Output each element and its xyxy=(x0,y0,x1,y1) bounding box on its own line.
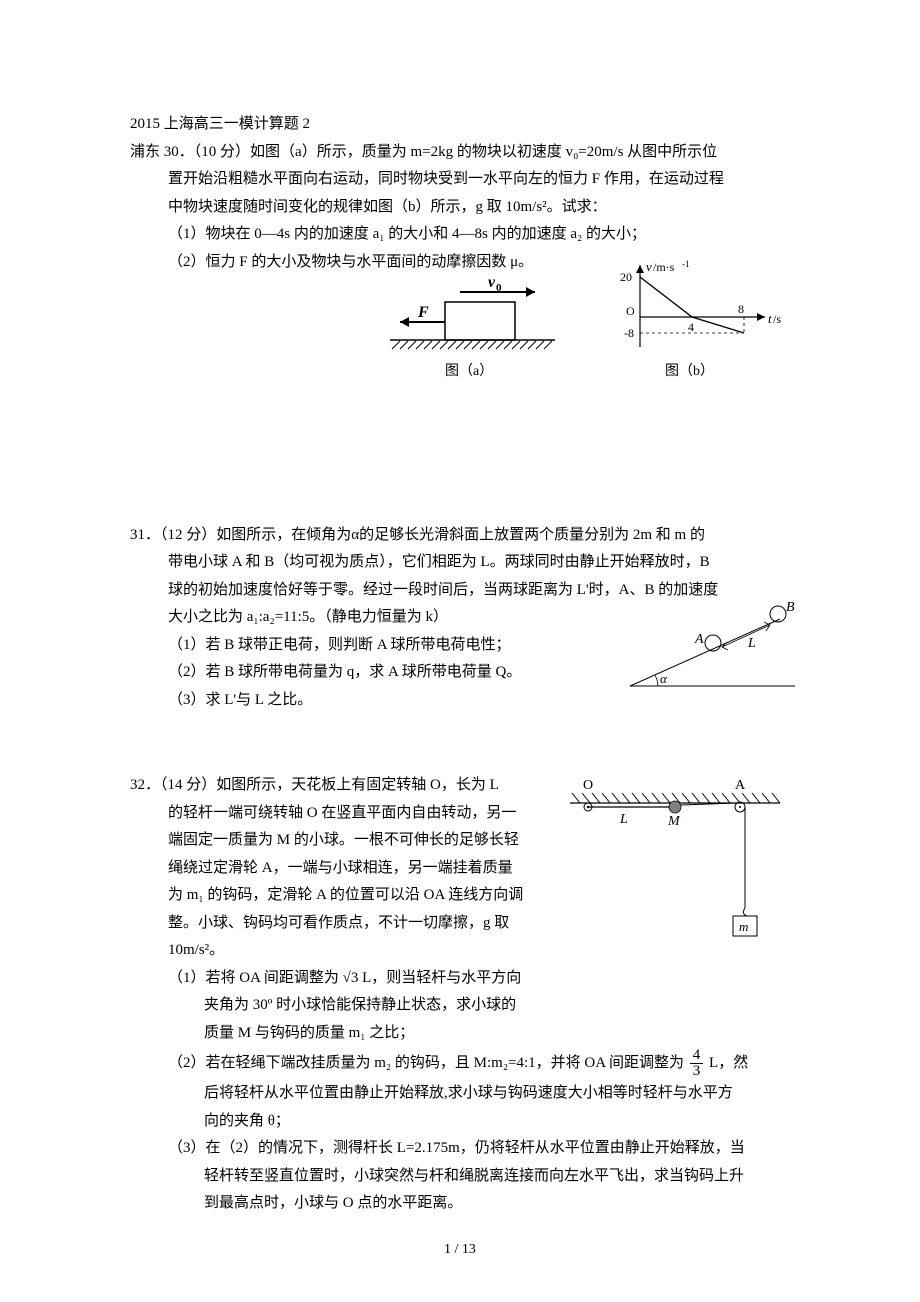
svg-text:-8: -8 xyxy=(624,326,634,340)
q30-sub1: （1）物块在 0—4s 内的加速度 a₁ 的大小和 4—8s 内的加速度 a₂ … xyxy=(168,222,790,248)
q32-sub3-2: 到最高点时，小球与 O 点的水平距离。 xyxy=(204,1191,790,1217)
svg-text:8: 8 xyxy=(738,302,744,316)
q30-body-2: 中物块速度随时间变化的规律如图（b）所示，g 取 10m/s²。试求： xyxy=(168,195,790,221)
q30-body-0: 如图（a）所示，质量为 m=2kg 的物块以初速度 v₀=20m/s 从图中所示… xyxy=(250,144,717,160)
q32-body-0: 如图所示，天花板上有固定转轴 O，长为 L xyxy=(216,777,499,793)
fig-a-group: v 0 F xyxy=(390,274,555,379)
svg-text:α: α xyxy=(660,671,668,686)
svg-text:L: L xyxy=(619,812,628,827)
q32-points: （14 分） xyxy=(160,777,216,793)
fig-a-caption: 图（a） xyxy=(445,363,493,379)
q32-sub2-pre: （2）若在轻绳下端改挂质量为 m₂ 的钩码，且 M:m₂=4:1，并将 OA 间… xyxy=(168,1055,688,1071)
q30-body-1: 置开始沿粗糙水平面向右运动，同时物块受到一水平向左的恒力 F 作用，在运动过程 xyxy=(168,167,790,193)
q31-body-0: 如图所示，在倾角为α的足够长光滑斜面上放置两个质量分别为 2m 和 m 的 xyxy=(216,527,705,543)
q32-body-6: 10m/s²。 xyxy=(168,938,548,964)
q32-sub3-1: 轻杆转至竖直位置时，小球突然与杆和绳脱离连接而向左水平飞出，求当钩码上升 xyxy=(204,1164,790,1190)
q30-line1: 浦东 30．（10 分）如图（a）所示，质量为 m=2kg 的物块以初速度 v₀… xyxy=(130,140,790,166)
svg-text:4: 4 xyxy=(688,320,694,334)
q31-line1: 31．（12 分）如图所示，在倾角为α的足够长光滑斜面上放置两个质量分别为 2m… xyxy=(130,523,790,549)
q32-sub1-2: 质量 M 与钩码的质量 m₁ 之比； xyxy=(204,1021,548,1047)
svg-text:A: A xyxy=(735,778,746,793)
svg-text:A: A xyxy=(694,632,704,647)
q32-prefix: 32． xyxy=(130,777,160,793)
svg-text:20: 20 xyxy=(620,270,632,284)
svg-text:/s: /s xyxy=(773,312,781,326)
svg-text:v: v xyxy=(646,259,652,274)
q30-svg: v 0 F xyxy=(370,257,790,417)
svg-text:0: 0 xyxy=(496,282,502,294)
q32-figure: O L M A m xyxy=(560,773,790,953)
q30-points: （10 分） xyxy=(194,144,250,160)
q32-sub1-1: 夹角为 30º 时小球恰能保持静止状态，求小球的 xyxy=(204,993,548,1019)
svg-text:t: t xyxy=(768,311,772,326)
q32-line1: 32．（14 分）如图所示，天花板上有固定转轴 O，长为 L xyxy=(130,773,548,799)
q32-sub1-0: （1）若将 OA 间距调整为 √3 L，则当轻杆与水平方向 xyxy=(168,966,548,992)
page-number: 1 / 13 xyxy=(0,1238,920,1262)
q32-sub2-tail-1: 向的夹角 θ； xyxy=(204,1109,790,1135)
q31-figure: α A B L xyxy=(620,601,800,701)
q30-figures: v 0 F xyxy=(130,257,790,427)
q32-body-5: 整。小球、钩码均可看作质点，不计一切摩擦，g 取 xyxy=(168,911,548,937)
q31-prefix: 31． xyxy=(130,527,160,543)
frac-4-3: 43 xyxy=(690,1048,704,1079)
q31-body-1: 带电小球 A 和 B（均可视为质点），它们相距为 L。两球同时由静止开始释放时，… xyxy=(168,550,790,576)
svg-text:L: L xyxy=(747,636,756,651)
svg-text:F: F xyxy=(417,304,429,321)
svg-text:B: B xyxy=(786,601,795,615)
q32-body-4: 为 m₁ 的钩码，定滑轮 A 的位置可以沿 OA 连线方向调 xyxy=(168,883,548,909)
svg-text:O: O xyxy=(583,778,593,793)
q30-prefix: 浦东 30． xyxy=(130,144,194,160)
q32-top: 32．（14 分）如图所示，天花板上有固定转轴 O，长为 L 的轻杆一端可绕转轴… xyxy=(130,773,790,1048)
q32-sub3-0: （3）在（2）的情况下，测得杆长 L=2.175m，仍将轻杆从水平位置由静止开始… xyxy=(168,1136,790,1162)
fig-b-group: v /m·s -1 20 O -8 4 8 t /s 图（b） xyxy=(620,259,781,379)
q31-points: （12 分） xyxy=(160,527,216,543)
q32-body-1: 的轻杆一端可绕转轴 O 在竖直平面内自由转动，另一 xyxy=(168,801,548,827)
svg-text:O: O xyxy=(626,304,635,318)
fig-b-caption: 图（b） xyxy=(665,363,714,379)
svg-text:v: v xyxy=(488,274,496,291)
q32-body-3: 绳绕过定滑轮 A，一端与小球相连，另一端挂着质量 xyxy=(168,856,548,882)
page: 2015 上海高三一模计算题 2 浦东 30．（10 分）如图（a）所示，质量为… xyxy=(0,0,920,1302)
q31-body-2: 球的初始加速度恰好等于零。经过一段时间后，当两球距离为 L'时，A、B 的加速度 xyxy=(168,578,790,604)
q32-sub2-tail-0: 后将轻杆从水平位置由静止开始释放,求小球与钩码速度大小相等时轻杆与水平方 xyxy=(204,1081,790,1107)
q32-sub2-post: L，然 xyxy=(705,1055,748,1071)
doc-header: 2015 上海高三一模计算题 2 xyxy=(130,112,790,138)
svg-text:/m·s: /m·s xyxy=(653,260,675,274)
svg-text:m: m xyxy=(739,919,748,934)
q31-block: 31．（12 分）如图所示，在倾角为α的足够长光滑斜面上放置两个质量分别为 2m… xyxy=(130,523,790,714)
svg-text:-1: -1 xyxy=(682,259,690,269)
q32-sub2: （2）若在轻绳下端改挂质量为 m₂ 的钩码，且 M:m₂=4:1，并将 OA 间… xyxy=(168,1048,790,1079)
q32-body-2: 端固定一质量为 M 的小球。一根不可伸长的足够长轻 xyxy=(168,828,548,854)
svg-text:M: M xyxy=(667,814,681,829)
